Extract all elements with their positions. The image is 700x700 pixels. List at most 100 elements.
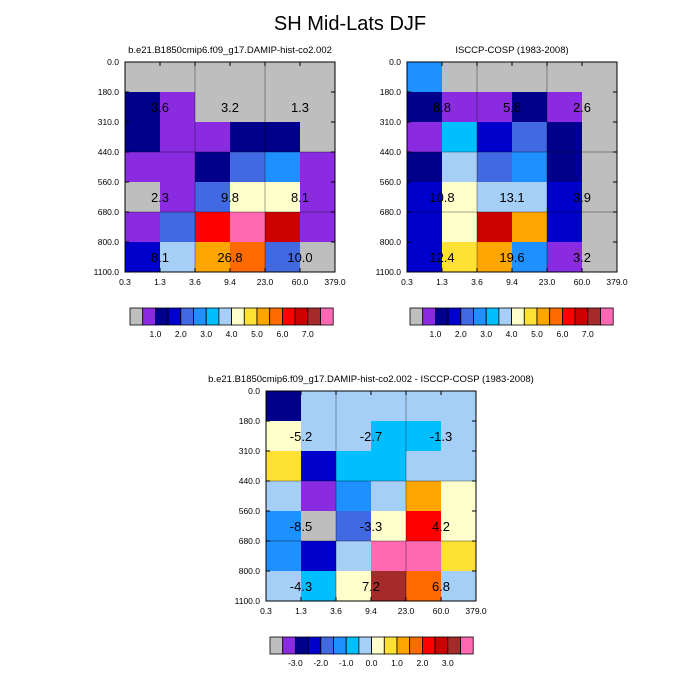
heatmap-cell	[125, 212, 161, 243]
heatmap-cell	[406, 481, 442, 512]
heatmap-cell	[477, 152, 513, 183]
heatmap-cell	[441, 451, 477, 482]
heatmap-cell	[300, 242, 336, 273]
colorbar-box	[485, 307, 500, 326]
y-tick-label: 560.0	[380, 177, 402, 187]
y-tick-label: 560.0	[98, 177, 120, 187]
heatmap-cell	[160, 242, 196, 273]
heatmap-cell	[442, 212, 478, 243]
colorbar-box	[320, 307, 334, 326]
colorbar-box	[294, 307, 309, 326]
heatmap-cell	[125, 122, 161, 153]
heatmap-cell	[512, 182, 548, 213]
data-label: 10.0	[287, 250, 312, 265]
colorbar-box	[333, 636, 347, 655]
heatmap-cell	[547, 152, 583, 183]
colorbar-label: 1.0	[391, 658, 403, 668]
heatmap-cell	[371, 421, 407, 452]
heatmap-cell	[265, 242, 301, 273]
heatmap-cell	[512, 242, 548, 273]
colorbar-box	[422, 307, 436, 326]
data-label: 5.8	[503, 100, 521, 115]
heatmap-cell	[371, 571, 407, 602]
data-label: 1.3	[291, 100, 309, 115]
heatmap-cell	[160, 152, 196, 183]
colorbar-label: 4.0	[226, 329, 238, 339]
heatmap-cell	[336, 451, 372, 482]
colorbar-box	[256, 307, 271, 326]
heatmap-cell	[512, 212, 548, 243]
heatmap-cell	[406, 511, 442, 542]
heatmap-cell	[266, 451, 302, 482]
y-tick-label: 1100.0	[235, 596, 261, 606]
data-label: 9.8	[221, 190, 239, 205]
x-tick-label: 379.0	[324, 277, 346, 287]
heatmap-cell	[441, 571, 477, 602]
x-tick-label: 23.0	[257, 277, 274, 287]
heatmap-cell	[547, 182, 583, 213]
heatmap-cell	[125, 92, 161, 123]
heatmap-cell	[371, 391, 407, 422]
heatmap-cell	[265, 62, 301, 93]
heatmap-cell	[230, 92, 266, 123]
heatmap-cell	[266, 391, 302, 422]
y-tick-label: 180.0	[380, 87, 402, 97]
heatmap-cell	[301, 541, 337, 572]
colorbar-box	[129, 307, 144, 326]
data-label: 2.6	[573, 100, 591, 115]
colorbar-label: 5.0	[251, 329, 263, 339]
y-tick-label: 680.0	[239, 536, 261, 546]
heatmap-cell	[125, 62, 161, 93]
heatmap-cell	[230, 122, 266, 153]
heatmap-cell	[406, 571, 442, 602]
heatmap-cell	[265, 212, 301, 243]
heatmap-cell	[300, 122, 336, 153]
x-tick-label: 0.3	[401, 277, 413, 287]
colorbar-label: 4.0	[506, 329, 518, 339]
colorbar-box	[434, 307, 449, 326]
y-tick-label: 800.0	[239, 566, 261, 576]
colorbar-box	[409, 636, 423, 655]
heatmap-cell	[160, 122, 196, 153]
colorbar-box	[180, 307, 194, 326]
heatmap-cell	[407, 92, 443, 123]
heatmap-cell	[442, 242, 478, 273]
colorbar-label: 2.0	[416, 658, 428, 668]
heatmap-cell	[407, 212, 443, 243]
heatmap-cell	[441, 511, 477, 542]
x-tick-label: 3.6	[471, 277, 483, 287]
y-tick-label: 1100.0	[94, 267, 120, 277]
x-tick-label: 1.3	[436, 277, 448, 287]
heatmap-cell	[195, 212, 231, 243]
colorbar-box	[307, 307, 321, 326]
colorbar-box	[600, 307, 614, 326]
colorbar-box	[511, 307, 525, 326]
data-label: 4.2	[432, 519, 450, 534]
heatmap-cell	[442, 62, 478, 93]
heatmap-cell	[301, 391, 337, 422]
colorbar-box	[460, 307, 474, 326]
heatmap-cell	[582, 152, 618, 183]
heatmap-cell	[336, 511, 372, 542]
heatmap-cell	[547, 242, 583, 273]
y-tick-label: 440.0	[380, 147, 402, 157]
y-tick-label: 0.0	[248, 386, 260, 396]
colorbar-box	[167, 307, 182, 326]
colorbar-box	[421, 636, 436, 655]
colorbar-box	[345, 636, 360, 655]
heatmap-cell	[125, 182, 161, 213]
heatmap-cell	[336, 391, 372, 422]
heatmap-cell	[477, 62, 513, 93]
heatmap-cell	[301, 571, 337, 602]
heatmap-cell	[547, 212, 583, 243]
heatmap-cell	[371, 541, 407, 572]
heatmap-cell	[406, 391, 442, 422]
heatmap-cell	[125, 242, 161, 273]
colorbar-box	[154, 307, 169, 326]
colorbar-box	[231, 307, 245, 326]
heatmap-cell	[160, 92, 196, 123]
colorbar-box	[549, 307, 563, 326]
heatmap-cell	[265, 122, 301, 153]
panel-title: b.e21.B1850cmip6.f09_g17.DAMIP-hist-co2.…	[128, 45, 332, 56]
y-tick-label: 180.0	[239, 416, 261, 426]
